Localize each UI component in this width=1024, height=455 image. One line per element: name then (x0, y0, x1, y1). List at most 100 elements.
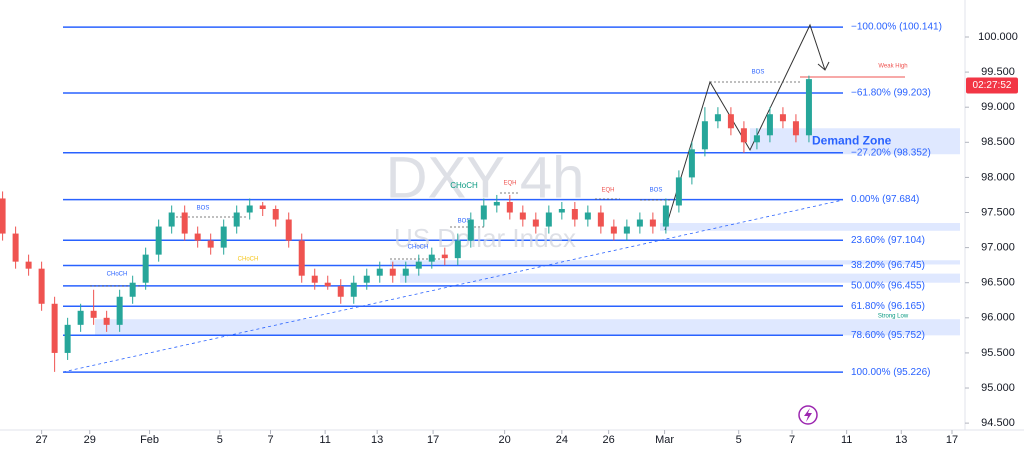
x-tick-label: Mar (655, 434, 674, 446)
trend-line (62, 199, 844, 373)
y-tick-label: 96.500 (981, 277, 1015, 289)
y-tick-label: 99.500 (981, 66, 1015, 78)
candle-body (688, 149, 695, 178)
candle-body (168, 212, 175, 227)
x-tick-label: 27 (35, 434, 47, 446)
candle-body (597, 212, 604, 227)
candle-body (155, 226, 162, 255)
candle-body (558, 208, 565, 213)
zone (95, 319, 960, 336)
candle-body (272, 208, 279, 220)
annotation: BOS (197, 206, 210, 212)
candle-body (246, 205, 253, 213)
countdown-label: 02:27:52 (973, 80, 1012, 91)
candle-body (545, 212, 552, 227)
y-tick-label: 95.000 (981, 382, 1015, 394)
fib-label: 50.00% (96.455) (851, 281, 925, 292)
x-tick-label: 13 (371, 434, 383, 446)
candle-body (584, 212, 591, 220)
candle-body (571, 208, 578, 220)
alert-icon-bolt (804, 408, 812, 422)
annotation: BOS (650, 188, 663, 194)
annotation: CHoCH (238, 257, 259, 263)
candle-body (376, 268, 383, 276)
candle-body (311, 275, 318, 283)
candle-body (350, 282, 357, 297)
candle-body (623, 226, 630, 234)
candle-body (194, 233, 201, 241)
candle-body (480, 205, 487, 220)
candle-body (428, 254, 435, 262)
zone-label: Demand Zone (812, 133, 892, 147)
candle-body (77, 310, 84, 325)
candle-body (493, 201, 500, 206)
candle-body (51, 303, 58, 353)
candle-body (766, 114, 773, 136)
fib-label: 100.00% (95.226) (851, 367, 931, 378)
candle-body (38, 268, 45, 304)
y-tick-label: 94.500 (981, 417, 1015, 429)
projection-path (664, 23, 826, 231)
annotation: Strong Low (878, 314, 909, 320)
candle-body (259, 205, 266, 209)
watermark-title: DXY 4h (386, 145, 585, 210)
x-tick-label: 5 (217, 434, 223, 446)
candle-body (701, 121, 708, 150)
watermark-subtitle: US Dollar Index (394, 223, 576, 253)
x-tick-label: 29 (84, 434, 96, 446)
candle-body (441, 254, 448, 259)
candle-body (220, 226, 227, 248)
annotation: EQH (503, 181, 516, 187)
candle-body (415, 261, 422, 269)
background-layer (63, 26, 960, 373)
projection-arrow (817, 61, 830, 71)
candle-body (25, 261, 32, 269)
y-tick-label: 95.500 (981, 347, 1015, 359)
candle-body (740, 128, 747, 143)
candle-body (805, 79, 812, 136)
candle-body (792, 121, 799, 136)
candle-body (285, 219, 292, 241)
candle-body (753, 135, 760, 143)
candle-body (649, 219, 656, 227)
candle-body (363, 275, 370, 283)
fib-label: −27.20% (98.352) (851, 147, 931, 158)
annotation: CHoCH (408, 245, 429, 251)
x-tick-label: 7 (267, 434, 273, 446)
candle-body (727, 114, 734, 129)
fib-label: 0.00% (97.684) (851, 194, 919, 205)
candle-body (0, 198, 6, 234)
candle-body (662, 205, 669, 227)
candle-body (467, 219, 474, 241)
x-tick-label: 24 (556, 434, 568, 446)
x-tick-label: 11 (841, 434, 852, 446)
candle-body (337, 286, 344, 297)
candle-body (506, 201, 513, 213)
fib-label: 78.60% (95.752) (851, 330, 925, 341)
y-tick-label: 98.000 (981, 171, 1015, 183)
candle-body (142, 254, 149, 283)
candle-body (324, 282, 331, 287)
candle-body (103, 317, 110, 325)
y-tick-label: 100.000 (978, 31, 1018, 43)
fib-label: 61.80% (96.165) (851, 301, 925, 312)
candle-body (675, 177, 682, 206)
candle-body (116, 296, 123, 325)
candle-body (181, 212, 188, 234)
y-tick-label: 97.500 (981, 206, 1015, 218)
annotation: EQH (601, 188, 614, 194)
candle-body (207, 240, 214, 248)
x-tick-label: 5 (736, 434, 742, 446)
fib-label: 23.60% (97.104) (851, 235, 925, 246)
candle-body (532, 219, 539, 227)
x-tick-label: 13 (895, 434, 907, 446)
candle-body (610, 226, 617, 234)
zone (390, 260, 960, 265)
annotation: Weak High (878, 64, 907, 70)
y-tick-label: 99.000 (981, 101, 1015, 113)
annotation: BOS (458, 219, 471, 225)
zone (750, 128, 960, 155)
candle-body (779, 114, 786, 122)
candle-body (454, 240, 461, 259)
fib-label: 38.20% (96.745) (851, 260, 925, 271)
